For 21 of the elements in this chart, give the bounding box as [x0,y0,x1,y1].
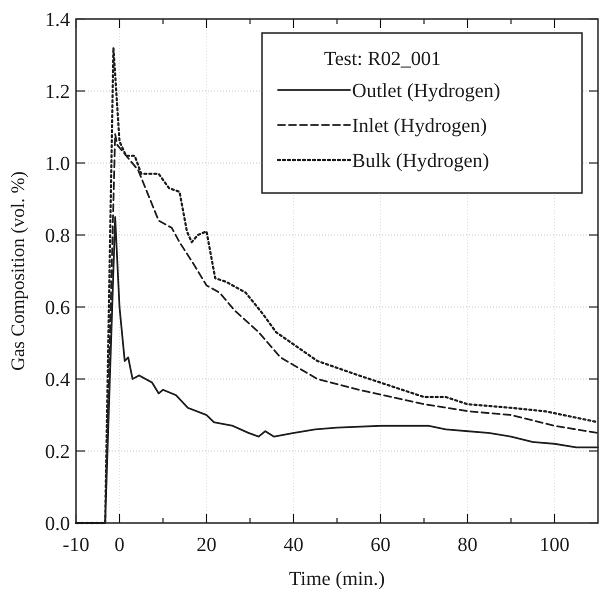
y-tick-label: 1.0 [45,153,70,175]
legend-label: Inlet (Hydrogen) [352,115,487,137]
x-tick-label: 60 [370,534,390,556]
x-tick-label: -10 [62,534,90,556]
y-tick-label: 1.2 [45,81,70,103]
y-tick-label: 0.4 [45,369,70,391]
y-tick-label: 0.6 [45,297,70,319]
y-tick-label: 0.8 [45,225,70,247]
x-axis-title: Time (min.) [289,568,385,590]
x-tick-label: 80 [458,534,478,556]
legend-title: Test: R02_001 [324,48,441,70]
y-axis-title: Gas Composition (vol. %) [8,171,29,371]
legend-label: Bulk (Hydrogen) [352,150,490,172]
x-tick-label: 40 [284,534,304,556]
x-tick-label: 0 [114,534,124,556]
y-tick-label: 1.4 [45,9,70,31]
x-tick-label: 20 [196,534,216,556]
y-tick-label: 0.0 [45,513,70,535]
x-tick-label: 100 [540,534,570,556]
y-tick-label: 0.2 [45,441,70,463]
legend-label: Outlet (Hydrogen) [352,80,500,102]
